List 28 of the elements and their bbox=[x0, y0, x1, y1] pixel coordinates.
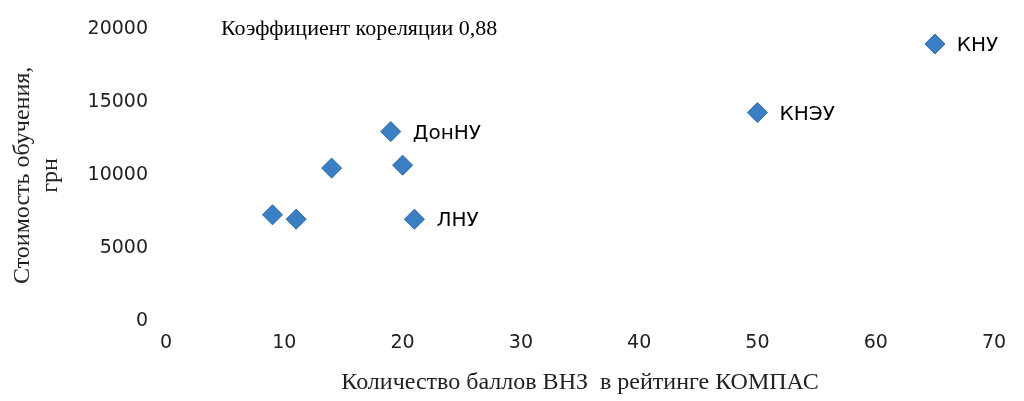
x-axis-title: Количество баллов ВНЗ в рейтинге КОМПАС bbox=[341, 367, 819, 394]
x-tick-label: 40 bbox=[627, 329, 652, 352]
point bbox=[746, 102, 768, 124]
point bbox=[321, 157, 343, 179]
y-tick-label: 0 bbox=[135, 308, 149, 331]
x-tick-label: 60 bbox=[863, 329, 888, 352]
y-tick-label: 15000 bbox=[87, 89, 149, 112]
annotation: ЛНУ bbox=[436, 207, 479, 232]
annotation: ДонНУ bbox=[412, 119, 481, 144]
x-tick-label: 50 bbox=[745, 329, 770, 352]
point bbox=[261, 204, 283, 226]
x-tick-label: 10 bbox=[272, 329, 297, 352]
x-tick-label: 20 bbox=[390, 329, 415, 352]
x-tick-label: 0 bbox=[160, 329, 173, 352]
y-axis-title: Стоимость обучения, грн bbox=[7, 66, 63, 285]
annotation: Коэффициент кореляции 0,88 bbox=[221, 15, 498, 41]
point bbox=[924, 33, 946, 55]
y-tick-label: 20000 bbox=[87, 16, 149, 39]
x-tick-label: 30 bbox=[508, 329, 533, 352]
point bbox=[380, 121, 402, 143]
y-tick-label: 10000 bbox=[87, 162, 149, 185]
point bbox=[403, 208, 425, 230]
point bbox=[285, 208, 307, 230]
annotation: КНУ bbox=[956, 32, 999, 57]
y-tick-label: 5000 bbox=[99, 235, 149, 258]
point bbox=[392, 154, 414, 176]
x-tick-label: 70 bbox=[981, 329, 1007, 352]
annotation: КНЭУ bbox=[779, 100, 835, 125]
